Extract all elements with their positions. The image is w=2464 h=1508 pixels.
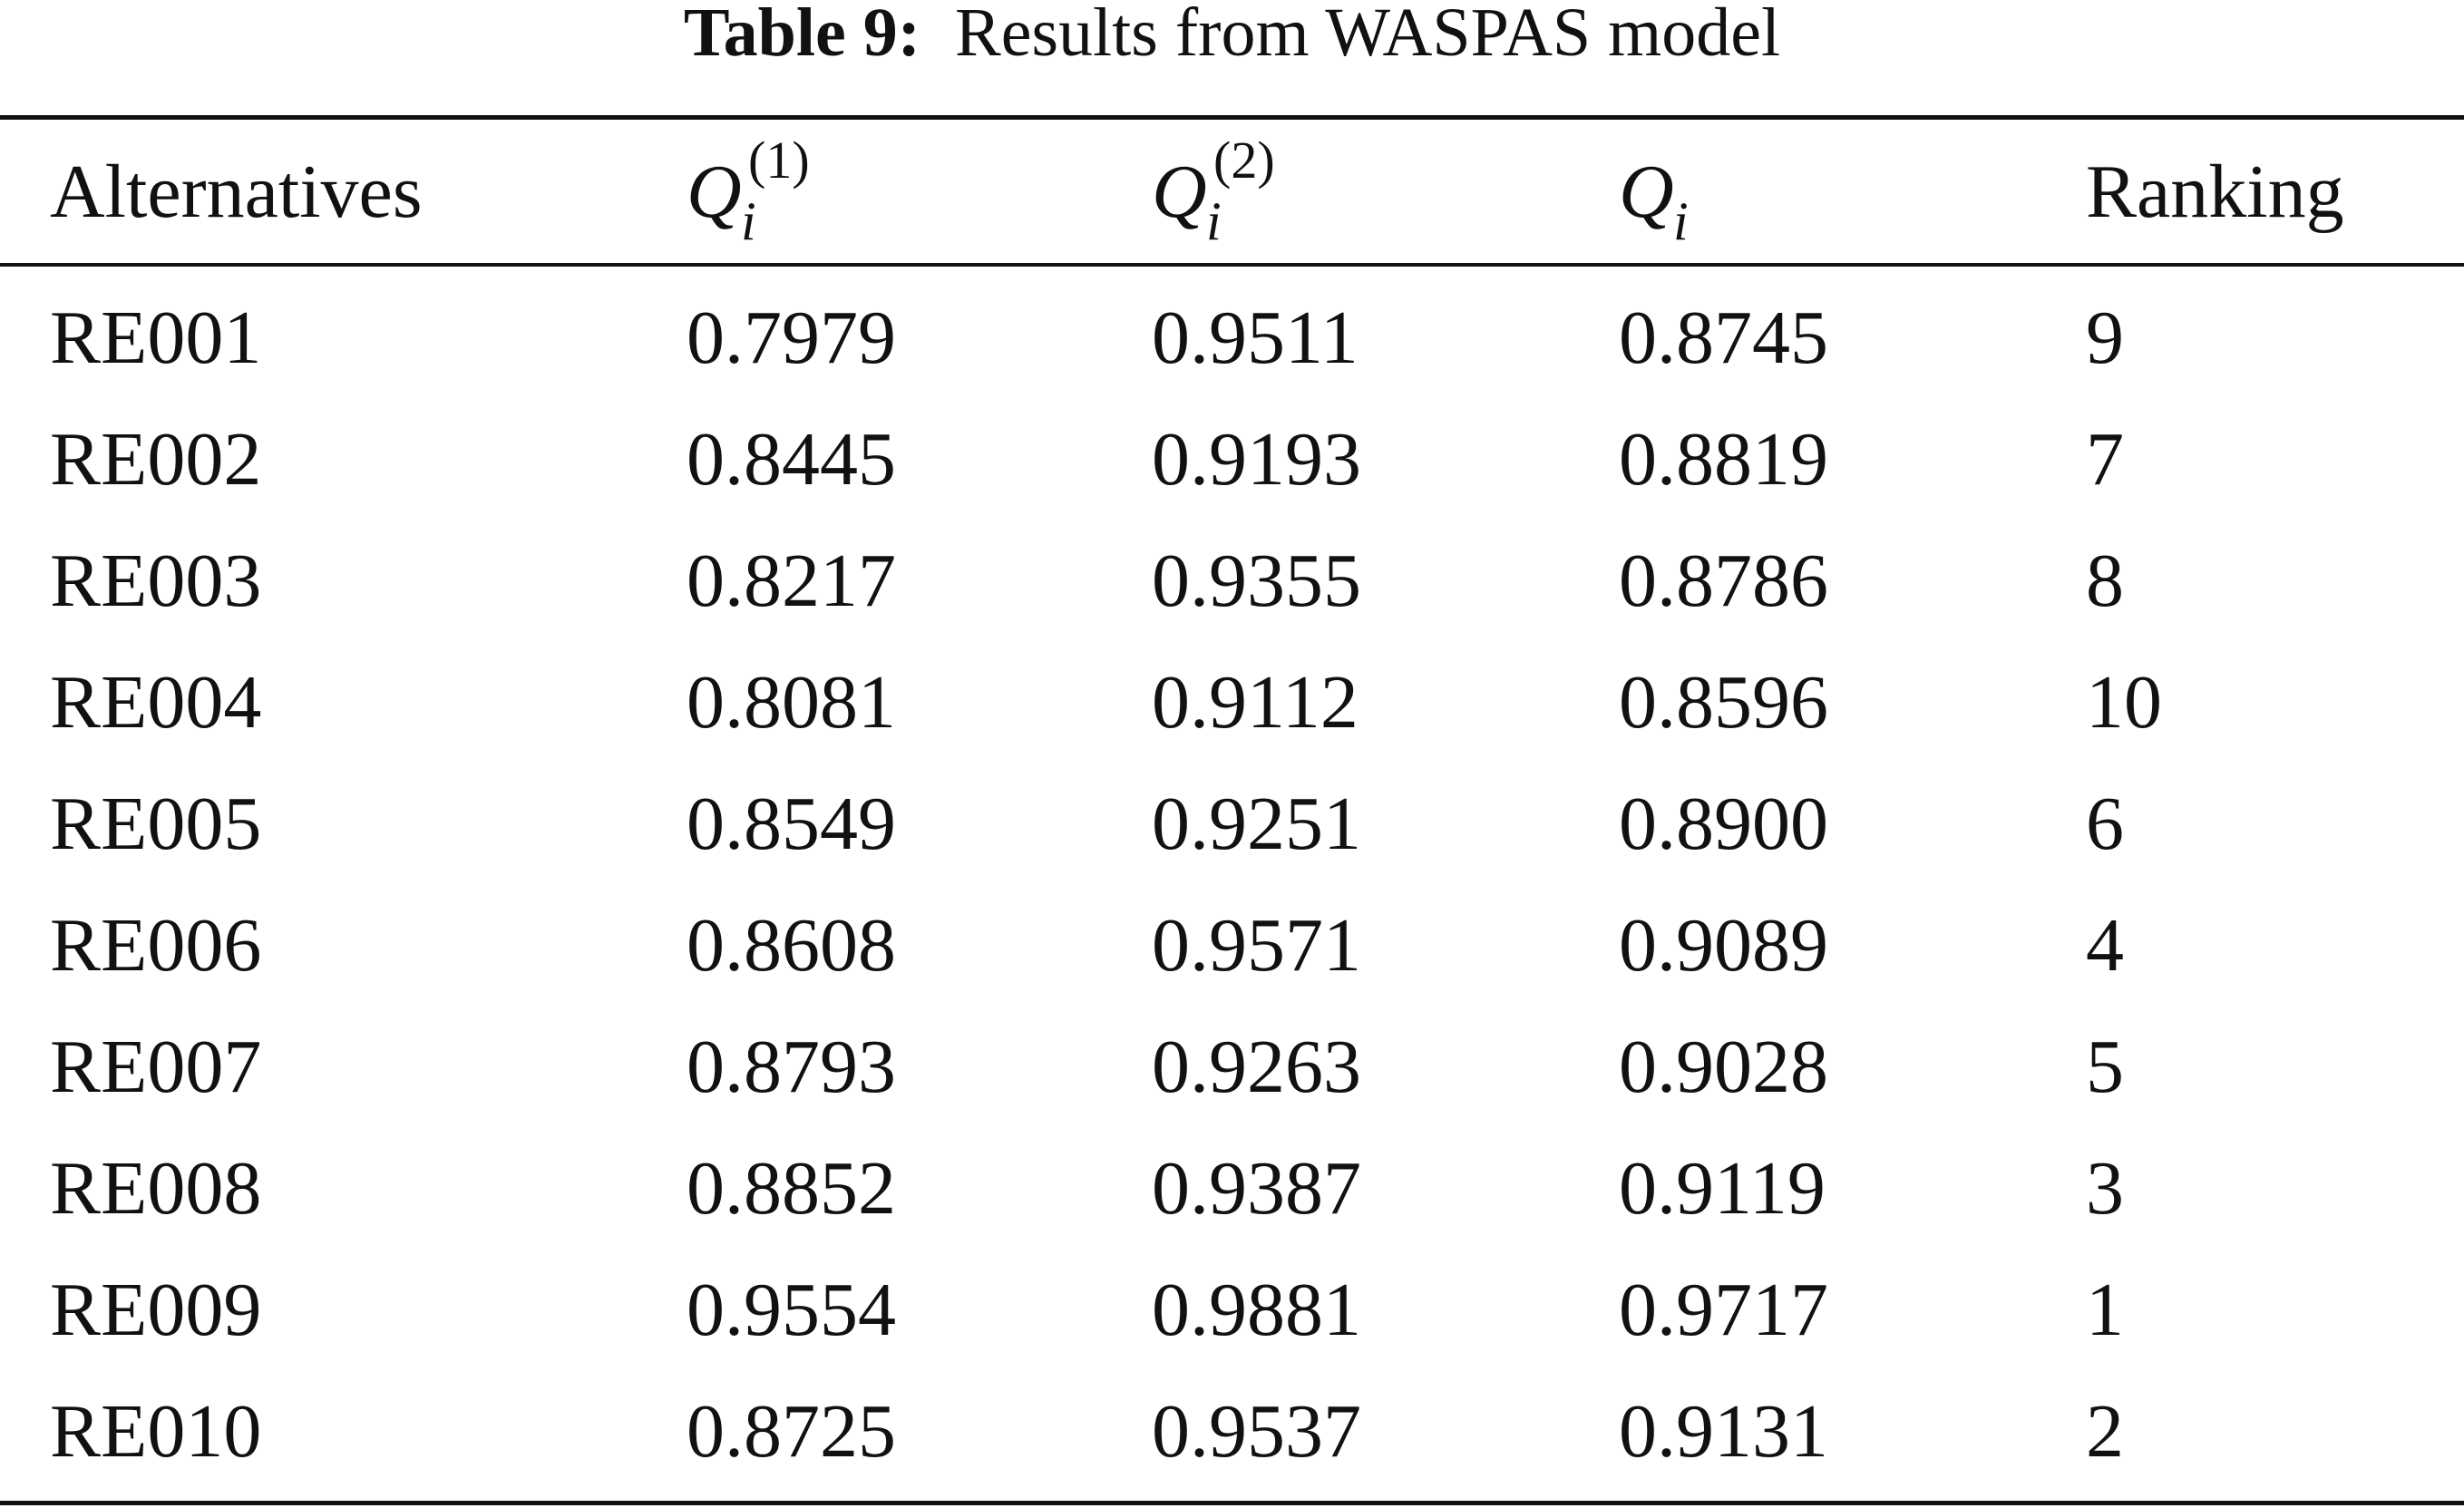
table-row: RE010 0.8725 0.9537 0.9131 2	[0, 1357, 2464, 1478]
cell-q1: 0.8217	[687, 539, 896, 623]
cell-q2: 0.9387	[1152, 1146, 1361, 1231]
cell-q: 0.9028	[1619, 1025, 1828, 1109]
cell-q1: 0.9554	[687, 1268, 896, 1352]
cell-q1: 0.8852	[687, 1146, 896, 1231]
table-row: RE006 0.8608 0.9571 0.9089 4	[0, 871, 2464, 992]
cell-ranking: 8	[2086, 539, 2124, 623]
cell-alternative: RE002	[50, 417, 262, 501]
q1-symbol: Q (1) i	[687, 134, 810, 249]
cell-ranking: 6	[2086, 782, 2124, 866]
table-row: RE005 0.8549 0.9251 0.8900 6	[0, 749, 2464, 871]
cell-ranking: 7	[2086, 417, 2124, 501]
cell-q2: 0.9263	[1152, 1025, 1361, 1109]
cell-q: 0.9131	[1619, 1389, 1828, 1474]
cell-q1: 0.8445	[687, 417, 896, 501]
cell-ranking: 9	[2086, 296, 2124, 380]
q1-symbol-sub: i	[741, 191, 756, 251]
cell-ranking: 1	[2086, 1268, 2124, 1352]
cell-ranking: 10	[2086, 660, 2162, 744]
cell-ranking: 3	[2086, 1146, 2124, 1231]
q-symbol-sub: i	[1673, 191, 1689, 251]
cell-ranking: 5	[2086, 1025, 2124, 1109]
cell-q2: 0.9251	[1152, 782, 1361, 866]
table-top-rule	[0, 115, 2464, 120]
cell-alternative: RE001	[50, 296, 262, 380]
table-caption-label: Table 9:	[683, 0, 921, 71]
table-header-rule	[0, 263, 2464, 267]
cell-q2: 0.9881	[1152, 1268, 1361, 1352]
cell-q: 0.8745	[1619, 296, 1828, 380]
header-q1: Q (1) i	[687, 134, 810, 249]
cell-q: 0.8786	[1619, 539, 1828, 623]
table-row: RE002 0.8445 0.9193 0.8819 7	[0, 384, 2464, 506]
q2-symbol-sub: i	[1206, 191, 1222, 251]
cell-ranking: 2	[2086, 1389, 2124, 1474]
cell-alternative: RE007	[50, 1025, 262, 1109]
cell-ranking: 4	[2086, 903, 2124, 987]
q1-symbol-sup: (1)	[748, 131, 810, 190]
cell-q1: 0.8793	[687, 1025, 896, 1109]
q-symbol-base: Q	[1619, 150, 1674, 234]
table-caption-text: Results from WASPAS model	[955, 0, 1781, 71]
table-bottom-rule	[0, 1501, 2464, 1505]
cell-q: 0.9119	[1619, 1146, 1826, 1231]
table-row: RE003 0.8217 0.9355 0.8786 8	[0, 506, 2464, 628]
cell-q2: 0.9112	[1152, 660, 1359, 744]
cell-alternative: RE004	[50, 660, 262, 744]
cell-q: 0.8900	[1619, 782, 1828, 866]
cell-q2: 0.9355	[1152, 539, 1361, 623]
cell-q: 0.9717	[1619, 1268, 1828, 1352]
cell-alternative: RE008	[50, 1146, 262, 1231]
cell-q2: 0.9193	[1152, 417, 1361, 501]
cell-q1: 0.8725	[687, 1389, 896, 1474]
q2-symbol-base: Q	[1152, 150, 1207, 234]
header-ranking: Ranking	[2086, 150, 2344, 234]
q2-symbol: Q (2) i	[1152, 134, 1275, 249]
table-row: RE001 0.7979 0.9511 0.8745 9	[0, 263, 2464, 384]
cell-q: 0.8819	[1619, 417, 1828, 501]
q1-symbol-base: Q	[687, 150, 742, 234]
cell-q1: 0.8608	[687, 903, 896, 987]
table-row: RE008 0.8852 0.9387 0.9119 3	[0, 1114, 2464, 1235]
cell-q1: 0.7979	[687, 296, 896, 380]
cell-q1: 0.8081	[687, 660, 896, 744]
table-row: RE007 0.8793 0.9263 0.9028 5	[0, 992, 2464, 1114]
table-row: RE004 0.8081 0.9112 0.8596 10	[0, 628, 2464, 749]
table-row: RE009 0.9554 0.9881 0.9717 1	[0, 1235, 2464, 1357]
cell-alternative: RE006	[50, 903, 262, 987]
q2-symbol-sup: (2)	[1213, 131, 1275, 190]
cell-alternative: RE009	[50, 1268, 262, 1352]
cell-alternative: RE005	[50, 782, 262, 866]
cell-q: 0.9089	[1619, 903, 1828, 987]
cell-q1: 0.8549	[687, 782, 896, 866]
cell-q2: 0.9571	[1152, 903, 1361, 987]
header-alternatives: Alternatives	[50, 150, 423, 234]
table-caption: Table 9: Results from WASPAS model	[0, 0, 2464, 82]
cell-alternative: RE003	[50, 539, 262, 623]
header-q2: Q (2) i	[1152, 134, 1275, 249]
cell-alternative: RE010	[50, 1389, 262, 1474]
cell-q2: 0.9511	[1152, 296, 1359, 380]
cell-q: 0.8596	[1619, 660, 1828, 744]
cell-q2: 0.9537	[1152, 1389, 1361, 1474]
